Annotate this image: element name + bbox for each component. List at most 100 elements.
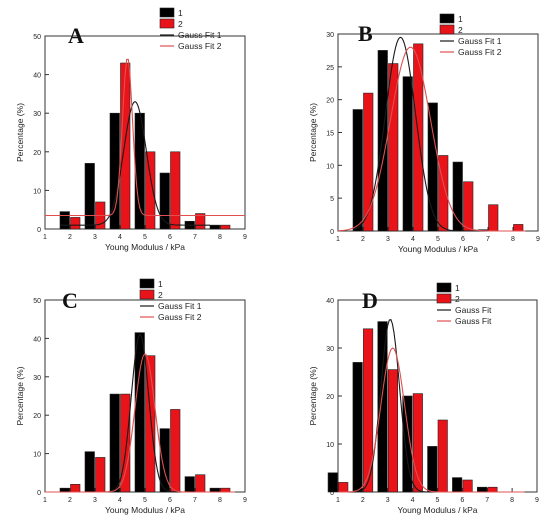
legend-label: 1: [458, 14, 463, 24]
panel-label: B: [358, 21, 373, 46]
x-tick-label: 7: [485, 497, 489, 504]
gauss-fit-curve-2: [337, 46, 526, 232]
x-tick-label: 4: [118, 497, 122, 504]
bar-series-1: [109, 393, 120, 493]
x-tick-label: 6: [168, 497, 172, 504]
bar-series-2: [462, 479, 473, 493]
y-tick-label: 0: [37, 227, 41, 234]
bar-series-2: [388, 63, 399, 232]
legend-label: 2: [455, 294, 460, 304]
bar-series-2: [220, 224, 231, 230]
x-tick-label: 3: [93, 234, 97, 241]
x-tick-label: 6: [460, 497, 464, 504]
bar-series-2: [95, 457, 106, 493]
x-tick-label: 5: [143, 234, 147, 241]
bar-series-1: [159, 428, 170, 493]
y-tick-label: 15: [326, 131, 334, 138]
bar-series-1: [184, 476, 195, 493]
y-tick-label: 10: [33, 188, 41, 195]
bar-series-1: [402, 76, 413, 232]
x-tick-label: 2: [361, 236, 365, 243]
bar-series-2: [220, 487, 231, 493]
x-tick-label: 9: [243, 497, 247, 504]
bar-series-1: [84, 163, 95, 230]
bar-series-1: [427, 446, 438, 493]
legend-swatch: [439, 13, 455, 24]
bar-series-1: [377, 321, 388, 493]
x-axis-label: Young Modulus / kPa: [398, 244, 478, 254]
y-tick-label: 40: [326, 298, 334, 305]
x-axis-label: Young Modulus / kPa: [105, 505, 185, 515]
x-tick-label: 2: [68, 234, 72, 241]
legend-label: Gauss Fit: [455, 305, 492, 315]
bar-series-2: [438, 155, 449, 232]
y-axis-label: Percentage (%): [15, 103, 25, 162]
bar-series-1: [452, 161, 463, 232]
bar-series-1: [452, 477, 463, 493]
bar-series-1: [402, 395, 413, 493]
x-tick-label: 8: [218, 497, 222, 504]
y-tick-label: 50: [33, 298, 41, 305]
x-tick-label: 4: [411, 497, 415, 504]
bar-series-2: [463, 181, 474, 232]
x-tick-label: 1: [336, 497, 340, 504]
y-tick-label: 50: [33, 34, 41, 41]
legend-swatch: [139, 289, 155, 300]
legend-swatch: [436, 293, 452, 304]
x-tick-label: 3: [386, 497, 390, 504]
x-tick-label: 8: [510, 497, 514, 504]
bar-series-2: [488, 204, 499, 232]
y-tick-label: 0: [37, 490, 41, 497]
x-tick-label: 9: [243, 234, 247, 241]
legend-label: 1: [178, 8, 183, 18]
plot-frame: [44, 35, 246, 230]
y-axis-label: Percentage (%): [308, 103, 318, 162]
x-tick-label: 1: [43, 497, 47, 504]
y-tick-label: 40: [33, 73, 41, 80]
bar-series-1: [59, 487, 70, 493]
y-tick-label: 20: [326, 394, 334, 401]
legend-swatch: [159, 18, 175, 29]
legend-label: Gauss Fit 2: [178, 41, 222, 51]
x-tick-label: 7: [193, 497, 197, 504]
bar-series-2: [338, 482, 349, 493]
bar-series-1: [352, 109, 363, 232]
bar-series-2: [513, 224, 524, 232]
bar-series-1: [327, 472, 338, 493]
y-tick-label: 30: [326, 346, 334, 353]
bar-series-1: [209, 224, 220, 230]
bar-series-2: [363, 328, 374, 493]
panel-label: D: [362, 288, 378, 313]
bar-series-1: [84, 451, 95, 493]
x-tick-label: 3: [93, 497, 97, 504]
x-tick-label: 8: [511, 236, 515, 243]
x-tick-label: 1: [43, 234, 47, 241]
y-tick-label: 30: [33, 375, 41, 382]
y-tick-label: 20: [33, 150, 41, 157]
bar-series-1: [209, 487, 220, 493]
bar-series-2: [145, 355, 156, 493]
x-axis-label: Young Modulus / kPa: [105, 242, 185, 252]
gauss-fit-curve-2: [45, 353, 235, 493]
bar-series-2: [195, 213, 206, 230]
legend-swatch: [159, 7, 175, 18]
y-axis-label: Percentage (%): [15, 366, 25, 425]
x-tick-label: 6: [461, 236, 465, 243]
x-tick-label: 3: [386, 236, 390, 243]
bar-series-1: [427, 102, 438, 232]
x-tick-label: 5: [436, 236, 440, 243]
gauss-fit-curve-2: [45, 58, 245, 217]
x-tick-label: 7: [193, 234, 197, 241]
y-tick-label: 20: [326, 98, 334, 105]
bar-series-2: [145, 151, 156, 230]
y-tick-label: 0: [330, 229, 334, 236]
gauss-fit-curve-1: [60, 100, 210, 226]
legend-label: 2: [178, 19, 183, 29]
legend-label: Gauss Fit 2: [158, 312, 202, 322]
